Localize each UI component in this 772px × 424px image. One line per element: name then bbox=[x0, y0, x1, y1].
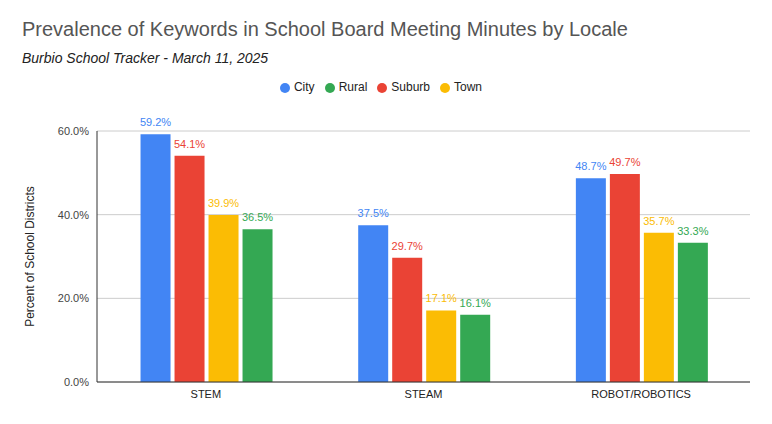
svg-text:40.0%: 40.0% bbox=[58, 209, 89, 221]
svg-text:STEAM: STEAM bbox=[405, 388, 443, 400]
svg-text:0.0%: 0.0% bbox=[64, 376, 89, 388]
svg-text:16.1%: 16.1% bbox=[460, 297, 491, 309]
svg-text:STEM: STEM bbox=[191, 388, 222, 400]
svg-text:49.7%: 49.7% bbox=[609, 156, 640, 168]
svg-text:29.7%: 29.7% bbox=[392, 240, 423, 252]
svg-text:37.5%: 37.5% bbox=[358, 207, 389, 219]
html-text:Suburb: Suburb bbox=[391, 80, 430, 94]
svg-text:39.9%: 39.9% bbox=[208, 197, 239, 209]
svg-text:20.0%: 20.0% bbox=[58, 292, 89, 304]
svg-text:36.5%: 36.5% bbox=[242, 211, 273, 223]
svg-text:60.0%: 60.0% bbox=[58, 125, 89, 137]
html-text:Rural: Rural bbox=[338, 80, 368, 94]
svg-text:54.1%: 54.1% bbox=[174, 138, 205, 150]
html-text:Town: Town bbox=[454, 80, 482, 94]
svg-text:Percent of School Districts: Percent of School Districts bbox=[23, 186, 37, 327]
svg-text:17.1%: 17.1% bbox=[426, 292, 457, 304]
svg-text:35.7%: 35.7% bbox=[643, 215, 674, 227]
html-text:Prevalence of Keywords in Scho: Prevalence of Keywords in School Board M… bbox=[22, 18, 628, 40]
svg-text:33.3%: 33.3% bbox=[677, 225, 708, 237]
svg-text:59.2%: 59.2% bbox=[140, 116, 171, 128]
svg-text:48.7%: 48.7% bbox=[575, 160, 606, 172]
svg-text:ROBOT/ROBOTICS: ROBOT/ROBOTICS bbox=[591, 388, 691, 400]
html-text:City: City bbox=[294, 80, 315, 94]
html-text:Burbio School Tracker - March: Burbio School Tracker - March 11, 2025 bbox=[22, 50, 269, 66]
